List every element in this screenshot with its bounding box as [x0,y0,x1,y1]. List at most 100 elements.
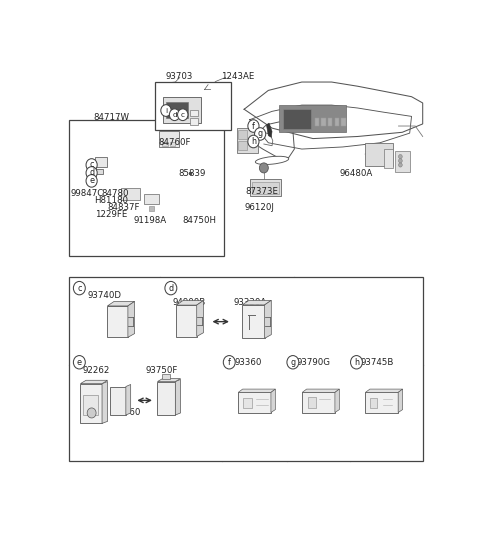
Bar [190,110,198,116]
Bar [384,149,393,168]
Text: 85839: 85839 [178,169,205,178]
Bar [69,120,224,256]
Bar [155,82,231,130]
Bar [395,151,410,172]
Text: h: h [354,358,359,367]
Circle shape [398,159,402,163]
Circle shape [223,356,235,369]
Bar [365,143,393,166]
Bar [149,206,154,211]
Circle shape [73,281,85,295]
Polygon shape [126,385,131,415]
Polygon shape [157,379,180,381]
Circle shape [178,109,188,121]
Text: g: g [258,129,263,139]
Bar [108,306,128,337]
Bar [157,381,175,415]
Text: e: e [77,358,82,367]
Bar [69,277,423,461]
Text: 84760F: 84760F [158,138,191,147]
Bar [176,305,197,337]
Polygon shape [398,389,403,412]
Circle shape [86,159,97,171]
Text: f: f [252,121,255,131]
Text: 84750H: 84750H [182,216,216,225]
Polygon shape [264,300,271,338]
Polygon shape [128,301,134,337]
Text: 96120J: 96120J [245,203,275,212]
Polygon shape [271,389,276,412]
Bar [237,128,258,153]
Bar [94,169,103,174]
Bar [321,118,325,126]
Text: 93330A: 93330A [234,298,267,307]
Circle shape [86,166,97,179]
Bar [341,118,346,126]
Circle shape [169,109,180,121]
Text: i: i [165,108,167,114]
Bar [238,141,247,150]
Circle shape [398,154,402,159]
Ellipse shape [255,156,288,164]
Polygon shape [175,380,180,415]
Text: c: c [89,160,94,170]
Text: 93750F: 93750F [145,366,178,375]
Text: 93790G: 93790G [297,358,331,367]
Text: 92262: 92262 [83,366,110,375]
Bar [283,109,311,129]
Circle shape [73,356,85,369]
Bar [163,97,201,122]
Text: H81180: H81180 [95,196,129,205]
Bar [365,392,398,412]
Bar [110,387,126,415]
Circle shape [161,104,171,116]
Bar [250,179,281,196]
Text: 93360: 93360 [235,358,262,367]
Text: 93740D: 93740D [88,290,122,300]
Bar [96,157,107,168]
Bar [162,143,168,146]
Text: d: d [172,112,177,118]
Bar [83,395,98,415]
Text: 96480A: 96480A [340,169,373,178]
Polygon shape [238,389,276,392]
Text: 93760: 93760 [114,409,141,417]
Circle shape [248,135,259,148]
Circle shape [248,120,259,132]
Circle shape [86,175,97,187]
Bar [166,102,188,118]
Polygon shape [108,301,134,306]
Bar [279,105,347,132]
Bar [242,305,264,338]
Circle shape [287,356,299,369]
Text: f: f [228,358,231,367]
Bar [190,119,198,125]
Bar [315,118,319,126]
Bar [243,398,252,407]
Text: d: d [89,169,94,177]
Polygon shape [197,301,204,337]
Circle shape [398,163,402,167]
Text: e: e [89,176,94,186]
Polygon shape [242,300,271,305]
Polygon shape [302,389,339,392]
Text: 91198A: 91198A [133,216,167,225]
Polygon shape [335,389,339,412]
Bar [170,143,175,146]
Bar [308,398,316,409]
Text: 1243AE: 1243AE [221,72,254,81]
Text: 93703: 93703 [165,72,192,81]
Text: h: h [251,137,256,146]
Circle shape [254,128,266,140]
Bar [121,188,140,200]
Bar [81,384,102,423]
Polygon shape [365,389,403,392]
Text: 93745B: 93745B [360,358,394,367]
Bar [335,118,339,126]
Circle shape [165,281,177,295]
Text: 94900B: 94900B [173,298,206,307]
Bar [370,398,377,407]
Bar [162,374,170,380]
Circle shape [350,356,362,369]
Bar [302,392,335,412]
